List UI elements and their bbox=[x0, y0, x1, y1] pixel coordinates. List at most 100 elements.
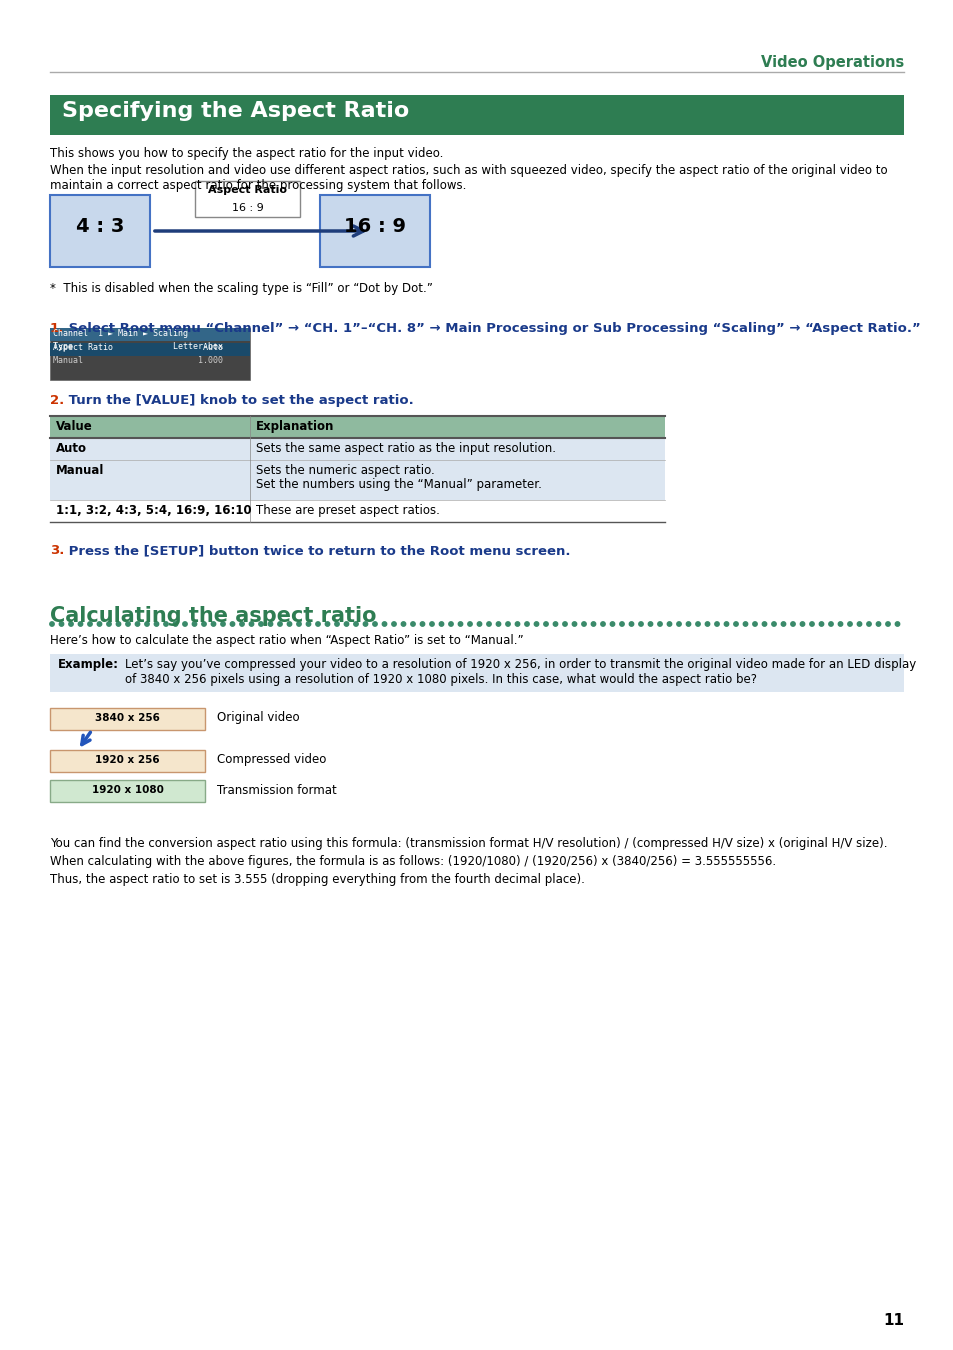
Text: Compressed video: Compressed video bbox=[216, 753, 326, 767]
Text: Here’s how to calculate the aspect ratio when “Aspect Ratio” is set to “Manual.”: Here’s how to calculate the aspect ratio… bbox=[50, 634, 523, 647]
Circle shape bbox=[581, 622, 585, 626]
Text: 4 : 3: 4 : 3 bbox=[75, 216, 124, 235]
Circle shape bbox=[287, 622, 292, 626]
Text: These are preset aspect ratios.: These are preset aspect ratios. bbox=[255, 504, 439, 517]
Circle shape bbox=[819, 622, 822, 626]
Circle shape bbox=[373, 622, 376, 626]
Circle shape bbox=[173, 622, 177, 626]
Circle shape bbox=[126, 622, 130, 626]
Circle shape bbox=[515, 622, 519, 626]
Text: When the input resolution and video use different aspect ratios, such as with sq: When the input resolution and video use … bbox=[50, 163, 886, 192]
Circle shape bbox=[800, 622, 804, 626]
Circle shape bbox=[457, 622, 462, 626]
Circle shape bbox=[306, 622, 311, 626]
Circle shape bbox=[430, 622, 434, 626]
Circle shape bbox=[838, 622, 841, 626]
Circle shape bbox=[392, 622, 395, 626]
Text: Manual: Manual bbox=[56, 464, 104, 477]
Circle shape bbox=[258, 622, 263, 626]
Text: Sets the numeric aspect ratio.: Sets the numeric aspect ratio. bbox=[255, 464, 435, 477]
Circle shape bbox=[107, 622, 112, 626]
FancyBboxPatch shape bbox=[50, 328, 250, 379]
Text: Set the numbers using the “Manual” parameter.: Set the numbers using the “Manual” param… bbox=[255, 478, 541, 491]
Text: You can find the conversion aspect ratio using this formula: (transmission forma: You can find the conversion aspect ratio… bbox=[50, 837, 886, 850]
FancyBboxPatch shape bbox=[50, 780, 205, 802]
Circle shape bbox=[543, 622, 548, 626]
Text: Turn the [VALUE] knob to set the aspect ratio.: Turn the [VALUE] knob to set the aspect … bbox=[64, 394, 414, 406]
FancyBboxPatch shape bbox=[50, 343, 250, 356]
FancyBboxPatch shape bbox=[50, 653, 903, 693]
Text: Value: Value bbox=[56, 420, 92, 433]
Circle shape bbox=[467, 622, 472, 626]
FancyBboxPatch shape bbox=[50, 437, 664, 460]
Circle shape bbox=[572, 622, 577, 626]
Circle shape bbox=[78, 622, 83, 626]
Text: Manual                       1.000: Manual 1.000 bbox=[53, 356, 223, 365]
Circle shape bbox=[88, 622, 92, 626]
Text: Original video: Original video bbox=[216, 711, 299, 725]
Text: 3840 x 256: 3840 x 256 bbox=[95, 713, 160, 724]
Text: Aspect Ratio: Aspect Ratio bbox=[208, 185, 287, 194]
Circle shape bbox=[239, 622, 244, 626]
Circle shape bbox=[145, 622, 149, 626]
Text: 1:1, 3:2, 4:3, 5:4, 16:9, 16:10: 1:1, 3:2, 4:3, 5:4, 16:9, 16:10 bbox=[56, 504, 252, 517]
FancyBboxPatch shape bbox=[50, 751, 205, 772]
Text: Channel  1 ► Main ► Scaling: Channel 1 ► Main ► Scaling bbox=[53, 329, 188, 338]
Circle shape bbox=[363, 622, 367, 626]
Circle shape bbox=[534, 622, 538, 626]
Circle shape bbox=[335, 622, 339, 626]
Circle shape bbox=[268, 622, 273, 626]
Circle shape bbox=[116, 622, 121, 626]
Text: Transmission format: Transmission format bbox=[216, 783, 336, 796]
Text: 1920 x 256: 1920 x 256 bbox=[95, 755, 160, 765]
Circle shape bbox=[761, 622, 766, 626]
Circle shape bbox=[344, 622, 349, 626]
Circle shape bbox=[486, 622, 491, 626]
Text: Sets the same aspect ratio as the input resolution.: Sets the same aspect ratio as the input … bbox=[255, 441, 556, 455]
Circle shape bbox=[193, 622, 196, 626]
Text: 16 : 9: 16 : 9 bbox=[232, 202, 263, 213]
Text: Press the [SETUP] button twice to return to the Root menu screen.: Press the [SETUP] button twice to return… bbox=[64, 544, 570, 558]
Circle shape bbox=[382, 622, 386, 626]
Circle shape bbox=[885, 622, 889, 626]
Text: Calculating the aspect ratio: Calculating the aspect ratio bbox=[50, 606, 376, 626]
Circle shape bbox=[828, 622, 832, 626]
Circle shape bbox=[496, 622, 500, 626]
Circle shape bbox=[220, 622, 225, 626]
Circle shape bbox=[610, 622, 614, 626]
Circle shape bbox=[600, 622, 604, 626]
FancyBboxPatch shape bbox=[50, 500, 664, 522]
Circle shape bbox=[154, 622, 158, 626]
Circle shape bbox=[733, 622, 738, 626]
Circle shape bbox=[658, 622, 661, 626]
FancyBboxPatch shape bbox=[50, 194, 150, 267]
Text: 11: 11 bbox=[882, 1314, 903, 1328]
Text: Aspect Ratio                  Auto: Aspect Ratio Auto bbox=[53, 343, 223, 352]
Circle shape bbox=[629, 622, 633, 626]
Circle shape bbox=[742, 622, 747, 626]
Circle shape bbox=[438, 622, 443, 626]
FancyBboxPatch shape bbox=[50, 460, 664, 500]
Text: Type                    Letter-box: Type Letter-box bbox=[53, 342, 223, 351]
Text: Video Operations: Video Operations bbox=[760, 55, 903, 70]
Circle shape bbox=[401, 622, 405, 626]
Text: 1920 x 1080: 1920 x 1080 bbox=[91, 784, 163, 795]
Circle shape bbox=[69, 622, 73, 626]
Circle shape bbox=[211, 622, 215, 626]
Circle shape bbox=[704, 622, 709, 626]
Circle shape bbox=[164, 622, 168, 626]
Circle shape bbox=[714, 622, 719, 626]
Circle shape bbox=[476, 622, 481, 626]
Circle shape bbox=[249, 622, 253, 626]
Text: Select Root menu “Channel” → “CH. 1”–“CH. 8” → Main Processing or Sub Processing: Select Root menu “Channel” → “CH. 1”–“CH… bbox=[64, 323, 920, 335]
Circle shape bbox=[876, 622, 880, 626]
Text: When calculating with the above figures, the formula is as follows: (1920/1080) : When calculating with the above figures,… bbox=[50, 855, 776, 868]
Circle shape bbox=[524, 622, 529, 626]
Text: Thus, the aspect ratio to set is 3.555 (dropping everything from the fourth deci: Thus, the aspect ratio to set is 3.555 (… bbox=[50, 873, 584, 886]
Circle shape bbox=[135, 622, 139, 626]
Circle shape bbox=[59, 622, 64, 626]
Circle shape bbox=[723, 622, 728, 626]
Circle shape bbox=[553, 622, 558, 626]
FancyBboxPatch shape bbox=[194, 181, 299, 217]
Text: Explanation: Explanation bbox=[255, 420, 334, 433]
